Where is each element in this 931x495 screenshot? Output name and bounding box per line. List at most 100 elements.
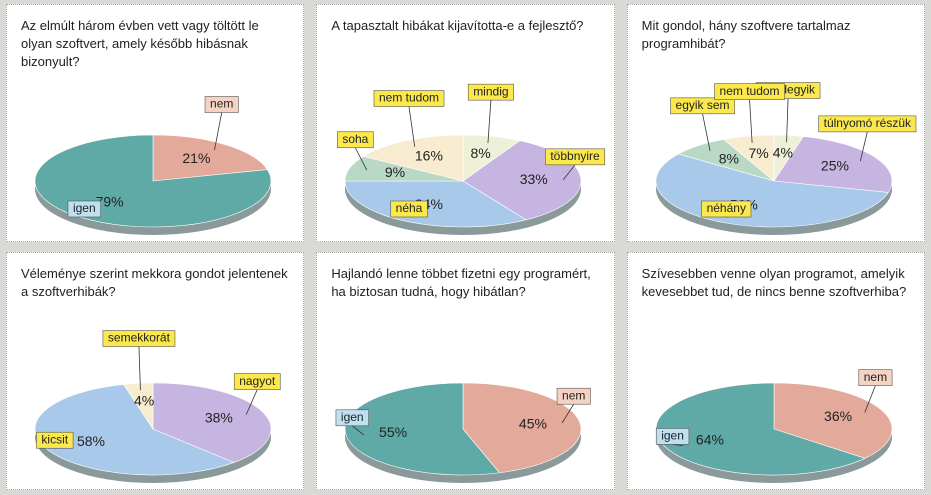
category-label: nem [204, 96, 239, 151]
chart-panel: Mit gondol, hány szoftvere tartalmaz pro… [626, 4, 925, 242]
category-label: nem tudom [713, 83, 785, 143]
label-box [335, 409, 370, 427]
pie-chart: 38% 58% 4% nagyot kicsit semekkorát [34, 330, 281, 483]
label-box [817, 115, 916, 133]
chart-grid: Az elmúlt három évben vett vagy töltött … [6, 4, 925, 490]
chart-panel: A tapasztalt hibákat kijavította-e a fej… [316, 4, 615, 242]
category-name: nem [210, 97, 233, 111]
category-label: nem [858, 369, 893, 413]
value-label: 45% [519, 415, 547, 431]
pie-chart: 36% 64% nem igen [655, 369, 893, 483]
leader-line [563, 164, 576, 181]
value-label: 55% [379, 424, 407, 440]
label-box [669, 97, 735, 115]
label-box [204, 96, 239, 113]
chart-title: Szívesebben venne olyan programot, amely… [641, 266, 907, 299]
value-label: 9% [385, 164, 405, 180]
value-label: 7% [748, 145, 768, 161]
pie-slice [345, 382, 501, 476]
chart-panel: Az elmúlt három évben vett vagy töltött … [6, 4, 305, 242]
category-label: többnyire [545, 148, 606, 181]
category-label: egyik sem [669, 97, 735, 151]
label-box [36, 431, 74, 449]
pie-chart: 21% 79% nem igen [34, 96, 272, 235]
label-box [233, 373, 281, 390]
category-label: soha [337, 131, 374, 171]
category-name: igen [341, 410, 364, 424]
value-label: 58% [77, 433, 105, 449]
leader-line [355, 147, 368, 171]
category-label: igen [335, 409, 370, 436]
category-name: nem tudom [379, 91, 439, 105]
value-label: 33% [520, 171, 548, 187]
category-label: néhány [700, 200, 751, 218]
value-label: 36% [824, 408, 852, 424]
category-name: egyik sem [675, 98, 729, 112]
category-name: kicsit [41, 432, 68, 446]
category-name: nem [863, 370, 886, 384]
label-box [102, 330, 176, 347]
pie-slice [655, 382, 866, 476]
label-box [545, 148, 606, 166]
label-box [374, 90, 445, 107]
category-name: néha [396, 201, 423, 215]
pie-slice [463, 382, 582, 474]
chart-title: Hajlandó lenne többet fizetni egy progra… [331, 266, 591, 299]
label-box [557, 387, 592, 405]
leader-line [785, 98, 789, 143]
chart-title: Az elmúlt három évben vett vagy töltött … [21, 18, 259, 69]
leader-line [864, 385, 876, 413]
category-name: mindig [474, 84, 509, 98]
leader-line [701, 113, 711, 151]
category-label: néha [390, 200, 428, 218]
value-label: 79% [96, 194, 124, 210]
chart-panel: Szívesebben venne olyan programot, amely… [626, 252, 925, 490]
leader-line [214, 112, 223, 151]
chart-title: Véleménye szerint mekkora gondot jelente… [21, 266, 288, 299]
value-label: 25% [821, 158, 849, 174]
value-label: 38% [205, 410, 233, 426]
category-name: néhány [706, 201, 745, 215]
value-label: 4% [772, 144, 792, 160]
category-name: nem [562, 388, 585, 402]
value-label: 21% [182, 150, 210, 166]
label-box [468, 83, 515, 101]
leader-line [138, 346, 141, 391]
leader-line [748, 99, 753, 143]
pie-slice [152, 134, 268, 182]
pie-slice [362, 134, 464, 182]
category-name: nagyot [239, 374, 276, 388]
category-label: igen [67, 200, 101, 218]
category-label: nem [557, 387, 592, 424]
leader-line [408, 106, 416, 147]
pie-slice [152, 382, 272, 463]
category-name: igen [73, 201, 96, 215]
leader-line [487, 100, 492, 144]
chart-title: A tapasztalt hibákat kijavította-e a fej… [331, 18, 584, 33]
label-box [655, 428, 689, 445]
pie-slice [773, 382, 892, 459]
label-box [337, 131, 374, 149]
label-box [390, 200, 428, 218]
value-label: 64% [696, 431, 724, 447]
label-box [858, 369, 893, 386]
category-name: túlnyomó részük [823, 116, 911, 130]
chart-panel: Hajlandó lenne többet fizetni egy progra… [316, 252, 615, 490]
chart-panel: Véleménye szerint mekkora gondot jelente… [6, 252, 305, 490]
pie-chart: 8%33%34%9%16%mindigtöbbnyirenéhasohanem … [337, 83, 606, 235]
category-label: túlnyomó részük [817, 115, 916, 162]
label-box [700, 200, 751, 218]
leader-line [245, 389, 258, 415]
category-label: igen [655, 428, 689, 447]
label-box [67, 200, 101, 218]
pie-slice [722, 134, 774, 182]
pie-slice [123, 382, 154, 431]
pie-chart: 45% 55% nem igen [335, 382, 592, 483]
value-label: 8% [471, 145, 491, 161]
chart-title: Mit gondol, hány szoftvere tartalmaz pro… [641, 18, 851, 51]
category-label: kicsit [36, 431, 74, 449]
leader-line [859, 131, 868, 162]
category-label: nem tudom [374, 90, 445, 147]
category-label: semekkorát [102, 330, 176, 391]
